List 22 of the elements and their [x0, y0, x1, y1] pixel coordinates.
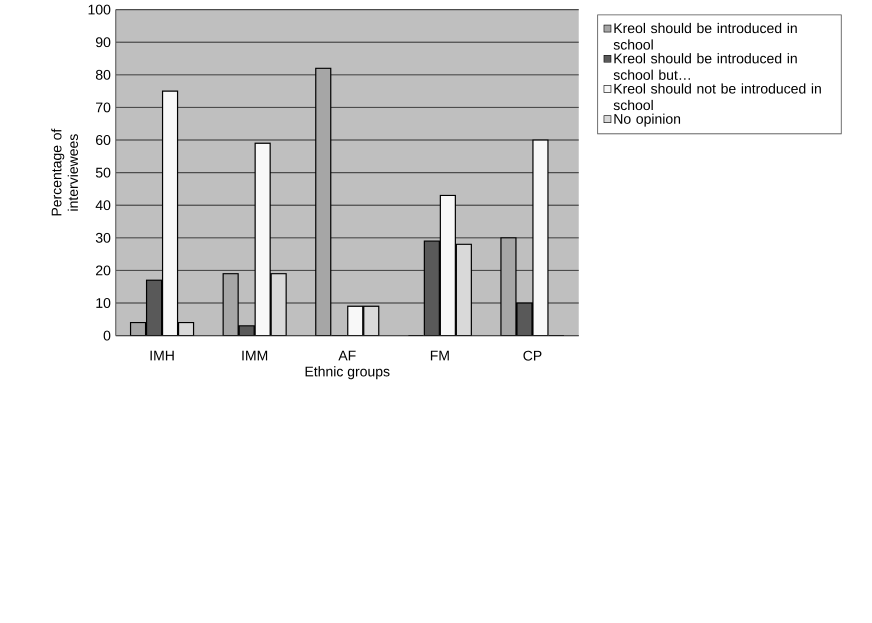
y-tick-label: 90 — [96, 38, 110, 48]
legend-label: No opinion — [614, 114, 680, 127]
y-tick-label: 80 — [96, 70, 110, 80]
y-tick-label: 70 — [96, 102, 110, 113]
y-tick-label: 20 — [96, 266, 110, 276]
x-tick-label: IMH — [150, 350, 174, 361]
legend-label: Kreol should be introduced in school — [614, 23, 797, 50]
y-tick-label: 50 — [96, 168, 110, 178]
x-tick-label: FM — [430, 350, 449, 361]
y-tick-label: 40 — [96, 200, 110, 210]
y-tick-label: 100 — [88, 4, 110, 15]
y-tick-label: 30 — [96, 233, 110, 244]
y-tick-label: 10 — [96, 298, 110, 308]
legend-label: Kreol should not be introduced in school — [614, 84, 821, 110]
y-tick-label: 0 — [104, 330, 110, 341]
x-tick-label: IMM — [242, 350, 268, 361]
y-tick-label: 60 — [96, 135, 110, 146]
y-axis-title: Percentage of interviewees — [51, 128, 78, 216]
x-axis-title: Ethnic groups — [306, 366, 390, 380]
x-tick-label: AF — [338, 350, 356, 361]
x-tick-label: CP — [523, 350, 542, 361]
legend-label: Kreol should be introduced in school but… — [614, 53, 797, 80]
